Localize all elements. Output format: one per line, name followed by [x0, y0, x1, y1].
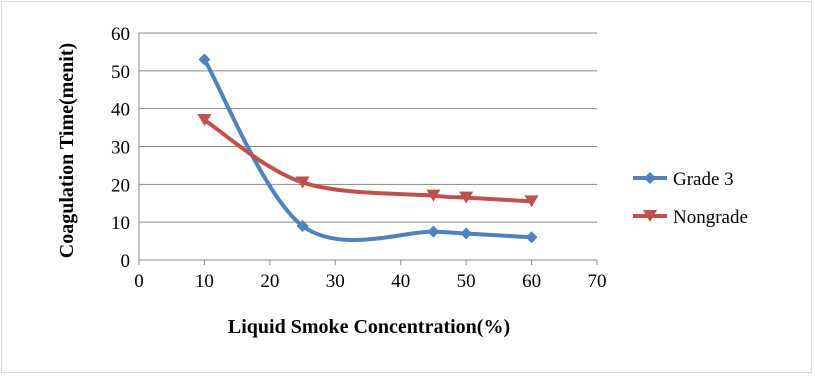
data-point: [426, 189, 441, 202]
x-tick-label: 20: [260, 271, 279, 292]
axes: [138, 33, 598, 265]
y-tick-label: 30: [111, 138, 130, 159]
x-axis-title: Liquid Smoke Concentration(%): [228, 316, 510, 338]
x-tick-labels: 0 10 20 30 40 50 60 70: [134, 271, 606, 292]
series-line: [202, 57, 534, 243]
x-tick-label: 0: [134, 271, 144, 292]
y-tick-labels: 0 10 20 30 40 50 60: [111, 24, 130, 272]
legend-label: Grade 3: [673, 169, 734, 190]
legend-label: Nongrade: [673, 207, 748, 228]
y-tick-label: 60: [111, 24, 130, 45]
legend-marker: [644, 172, 656, 184]
data-point: [296, 219, 309, 232]
legend-item: Nongrade: [633, 207, 748, 228]
data-point: [524, 195, 539, 208]
y-axis-title: Coagulation Time(menit): [56, 43, 78, 258]
legend-marker: [643, 210, 657, 222]
series-grade-3: [198, 53, 538, 244]
y-tick-label: 10: [111, 213, 130, 234]
data-point: [197, 114, 212, 127]
series-nongrade: [197, 114, 539, 208]
x-tick-label: 30: [326, 271, 345, 292]
x-tick-label: 60: [522, 271, 541, 292]
gridlines: [139, 32, 597, 223]
x-tick-label: 40: [391, 271, 410, 292]
y-tick-label: 20: [111, 175, 130, 196]
x-tick-label: 10: [195, 271, 214, 292]
legend-item: Grade 3: [633, 169, 734, 190]
data-point: [460, 227, 473, 240]
data-point: [198, 53, 211, 66]
data-point: [427, 225, 440, 238]
data-point: [459, 191, 474, 204]
y-tick-label: 40: [111, 100, 130, 121]
series-group: [197, 53, 539, 244]
legend: Grade 3 Nongrade: [633, 169, 748, 228]
y-tick-label: 50: [111, 62, 130, 83]
data-point: [525, 231, 538, 244]
y-tick-label: 0: [121, 251, 131, 272]
x-tick-label: 50: [457, 271, 476, 292]
data-point: [295, 176, 310, 189]
series-line: [202, 118, 534, 204]
x-tick-label: 70: [588, 271, 607, 292]
